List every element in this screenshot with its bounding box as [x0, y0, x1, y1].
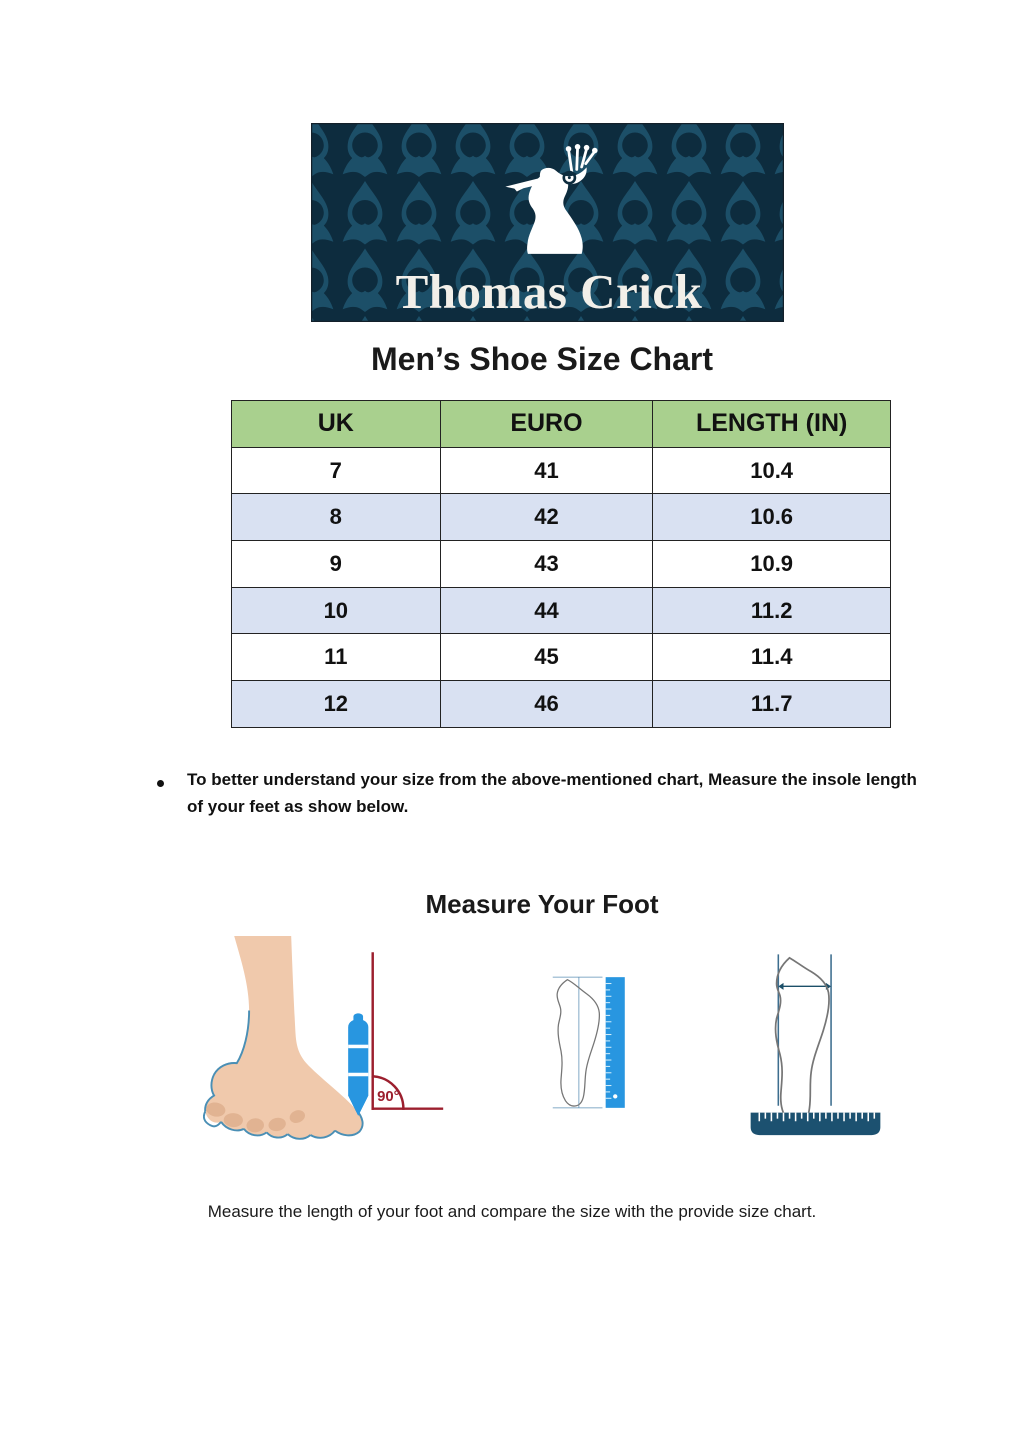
svg-text:90°: 90°: [377, 1089, 400, 1105]
svg-text:Thomas Crick: Thomas Crick: [396, 264, 703, 319]
